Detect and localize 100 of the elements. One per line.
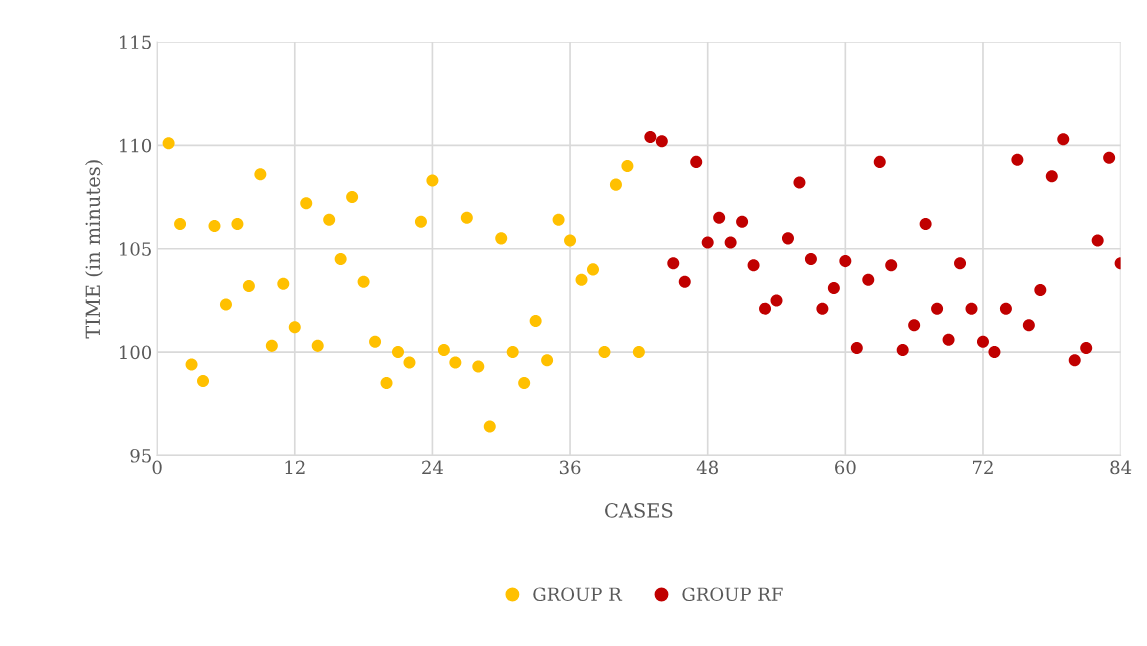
point: [908, 319, 921, 332]
point: [976, 335, 989, 348]
x-axis-title: CASES: [605, 503, 673, 518]
point: [162, 137, 175, 150]
point: [185, 358, 198, 371]
point: [781, 232, 794, 245]
point: [621, 160, 634, 173]
point: [667, 257, 680, 270]
point: [460, 211, 473, 224]
legend-label: GROUP RF: [682, 587, 783, 602]
point: [403, 356, 416, 369]
point: [724, 236, 737, 249]
point: [919, 217, 932, 230]
x-tick-label: 60: [835, 460, 856, 475]
point: [1057, 133, 1070, 146]
point: [804, 253, 817, 266]
point: [346, 191, 359, 204]
point: [598, 346, 611, 359]
point: [1045, 170, 1058, 183]
point: [1022, 319, 1035, 332]
point: [208, 219, 221, 232]
point: [495, 232, 508, 245]
point: [988, 346, 1001, 359]
point: [483, 420, 496, 433]
point: [323, 213, 336, 226]
y-axis-title: TIME (in minutes): [85, 160, 103, 339]
point: [231, 217, 244, 230]
point: [759, 302, 772, 315]
x-tick-label: 12: [285, 460, 305, 475]
point: [380, 377, 393, 390]
point: [1091, 234, 1104, 247]
point: [265, 339, 278, 352]
point: [931, 302, 944, 315]
x-tick-label: 84: [1110, 460, 1132, 475]
x-tick-label: 24: [422, 460, 443, 475]
point: [369, 335, 382, 348]
point: [414, 215, 427, 228]
y-tick-label: 105: [120, 242, 151, 256]
point: [197, 375, 210, 388]
point: [472, 360, 485, 373]
point: [552, 213, 565, 226]
point: [793, 176, 806, 189]
y-tick-label: 110: [120, 138, 152, 153]
point: [690, 155, 703, 168]
y-tick-label: 115: [120, 35, 151, 50]
point: [644, 131, 657, 144]
point: [965, 302, 978, 315]
point: [999, 302, 1012, 315]
point: [288, 321, 301, 334]
point: [1080, 341, 1093, 354]
point: [839, 255, 852, 268]
point: [655, 135, 668, 148]
point: [586, 263, 600, 276]
point: [770, 294, 783, 307]
point: [701, 236, 714, 249]
point: [850, 341, 863, 354]
point: [575, 273, 588, 286]
point: [862, 273, 875, 286]
point: [816, 302, 829, 315]
point: [954, 257, 967, 270]
point: [541, 354, 554, 367]
point: [736, 215, 749, 228]
point: [506, 346, 519, 359]
point: [942, 333, 955, 346]
point: [518, 377, 531, 390]
point: [678, 275, 691, 288]
point: [632, 346, 645, 359]
point: [449, 356, 462, 369]
point: [529, 315, 542, 328]
x-tick-label: 36: [559, 460, 581, 475]
point: [885, 259, 898, 272]
point: [896, 343, 909, 357]
x-tick-label: 72: [973, 460, 993, 475]
point: [300, 197, 313, 210]
x-tick-label: 0: [152, 460, 162, 475]
y-tick-label: 95: [130, 448, 151, 463]
point: [827, 281, 840, 294]
point: [1011, 153, 1024, 166]
point: [1068, 354, 1081, 367]
legend-label: GROUP R: [533, 587, 623, 602]
point: [426, 174, 439, 187]
point: [747, 259, 760, 272]
point: [174, 217, 187, 230]
point: [437, 343, 450, 357]
x-tick-label: 48: [696, 460, 718, 475]
point: [311, 339, 324, 352]
point: [1034, 284, 1047, 297]
point: [219, 298, 232, 311]
point: [277, 277, 290, 290]
point: [391, 346, 405, 359]
point: [357, 275, 370, 288]
point: [564, 234, 577, 247]
point: [1103, 151, 1116, 164]
point: [254, 168, 267, 181]
point: [334, 253, 347, 266]
point: [609, 178, 622, 191]
point: [713, 211, 726, 224]
point: [873, 155, 886, 168]
point: [242, 279, 255, 292]
y-tick-label: 100: [120, 345, 152, 360]
